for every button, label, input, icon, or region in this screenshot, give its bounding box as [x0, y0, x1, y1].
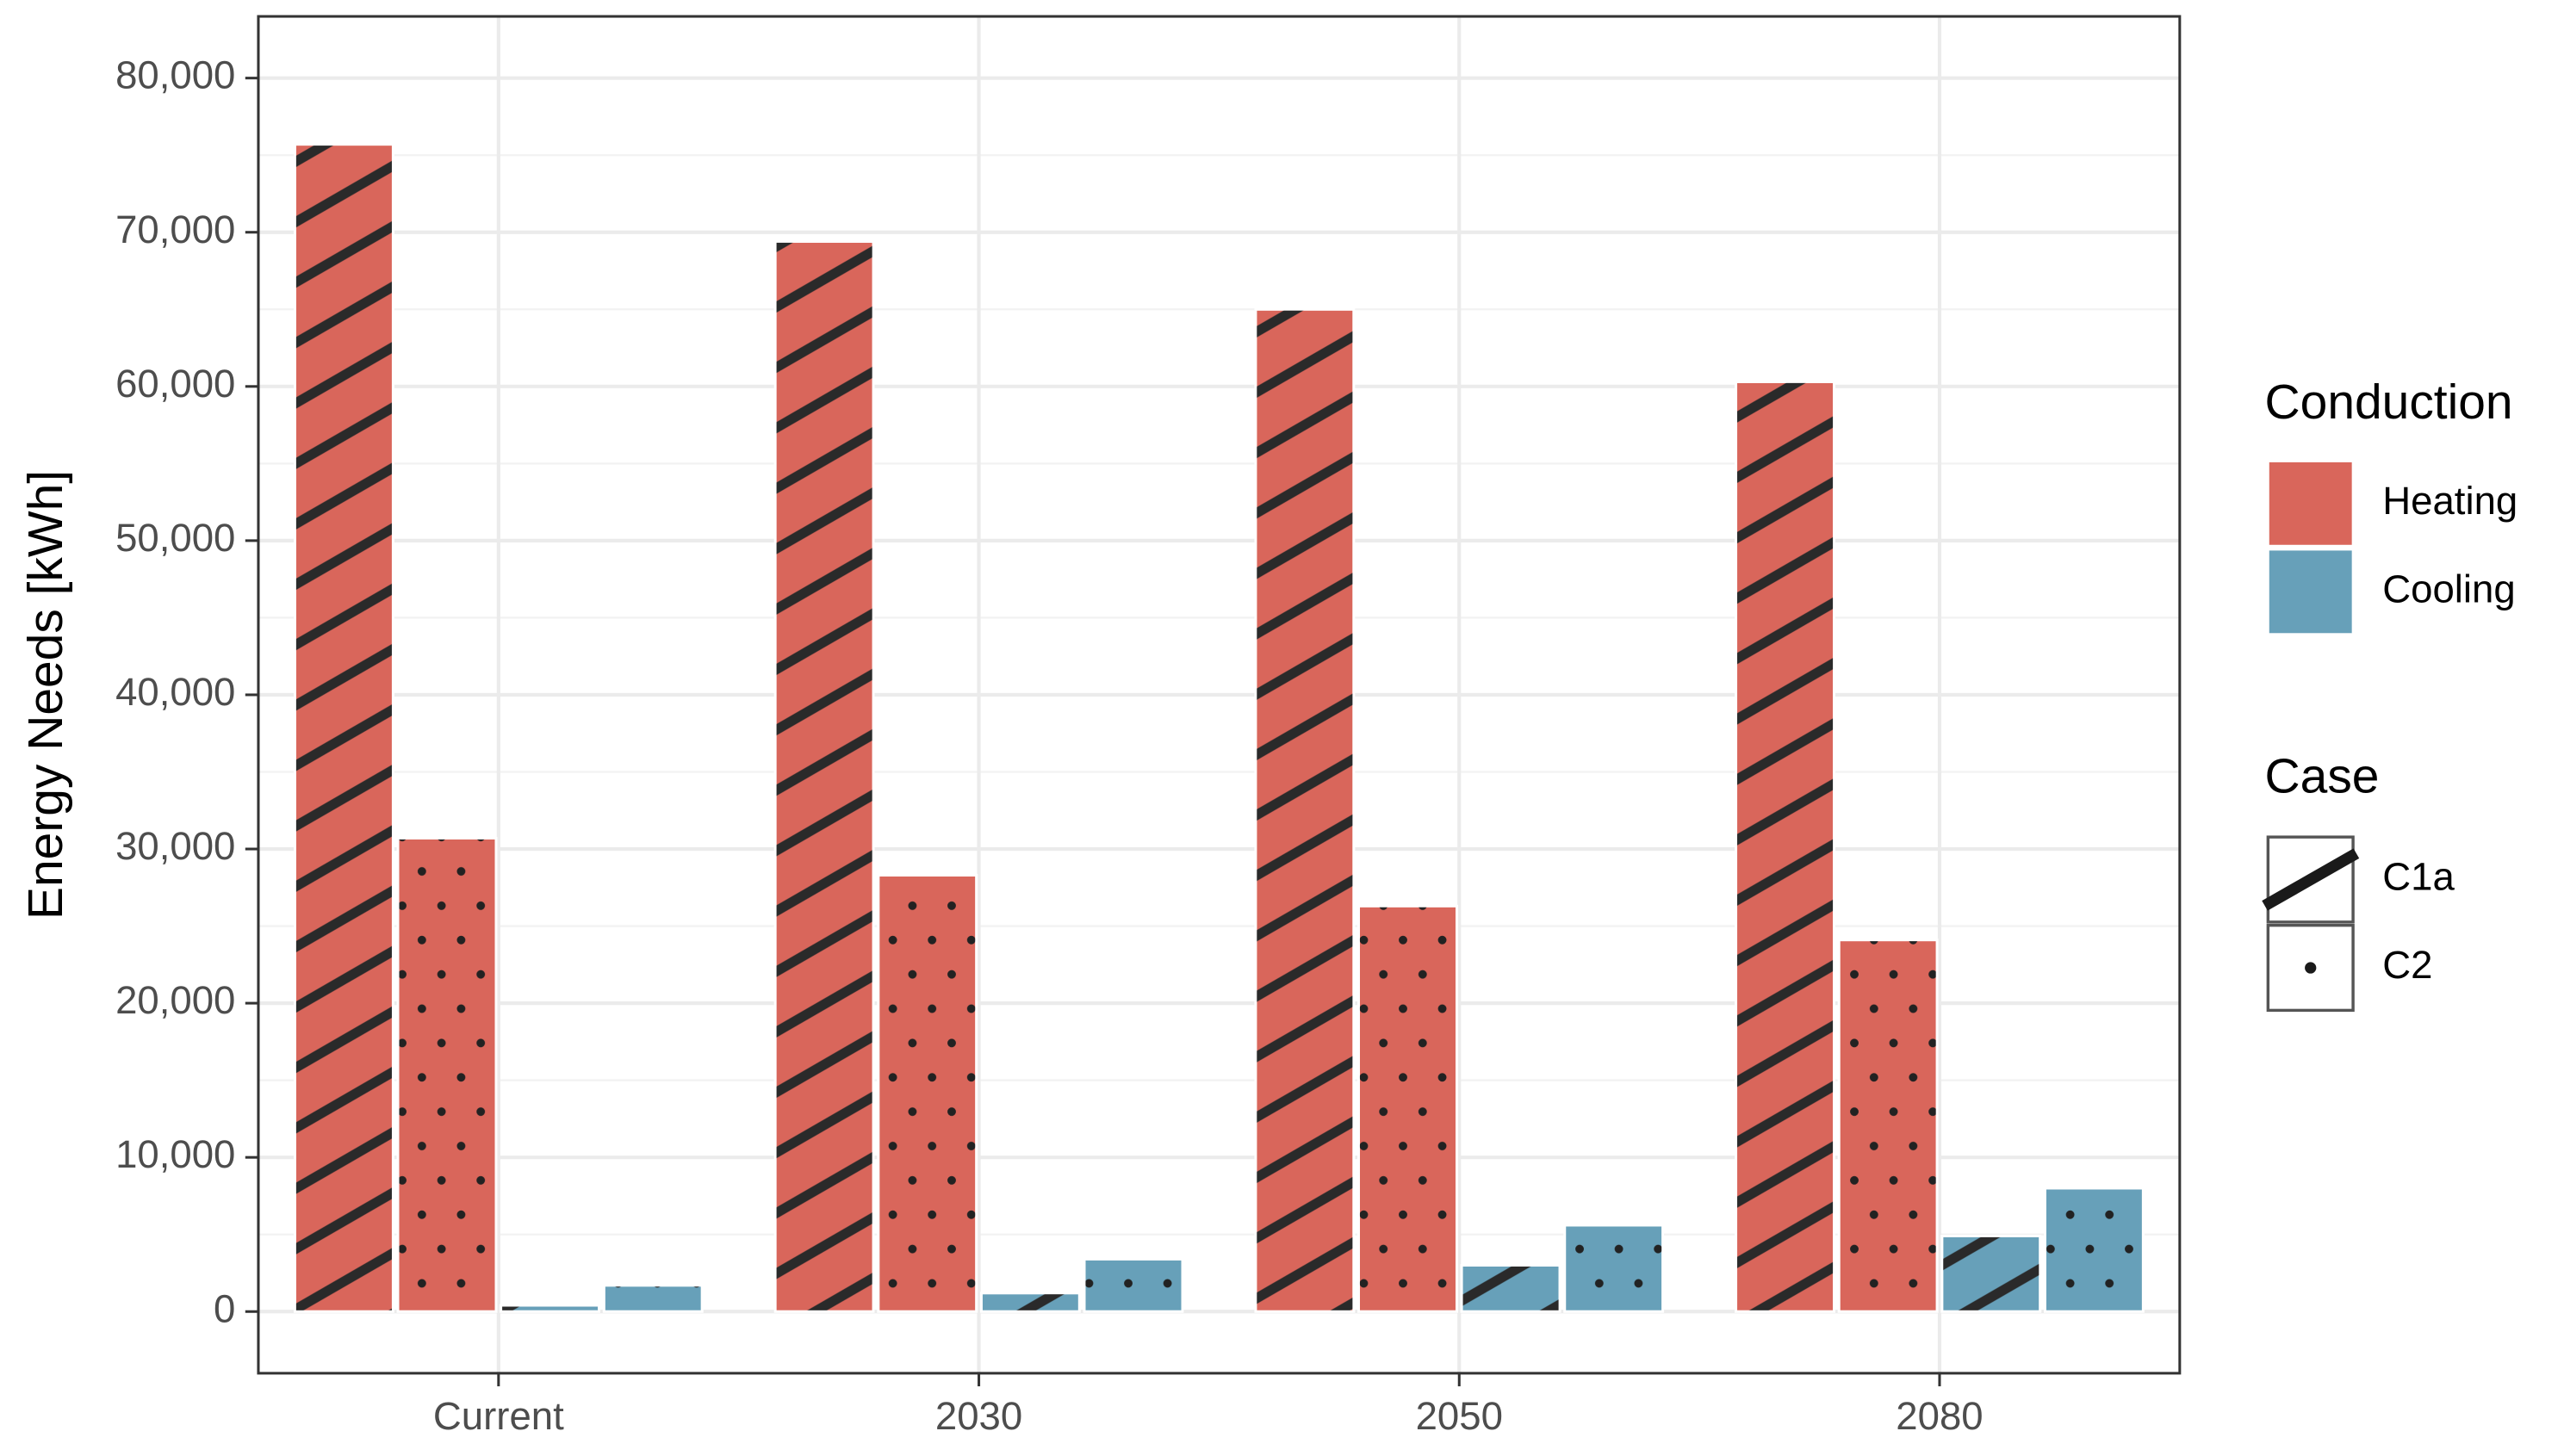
- bar-pattern: [602, 1284, 704, 1313]
- bar-pattern: [294, 143, 394, 1313]
- bar-pattern: [1460, 1264, 1561, 1313]
- bar-pattern: [2044, 1186, 2145, 1313]
- legend-label: C1a: [2382, 855, 2455, 899]
- y-axis-title: Energy Needs [kWh]: [18, 470, 73, 920]
- y-tick-label: 30,000: [115, 824, 235, 868]
- legend-dot: [2305, 962, 2317, 974]
- bar-pattern: [877, 874, 978, 1313]
- bar-pattern: [1254, 307, 1356, 1313]
- bar-pattern: [1357, 904, 1458, 1313]
- legend-title: Conduction: [2265, 375, 2513, 430]
- y-tick-label: 20,000: [115, 978, 235, 1022]
- bar-pattern: [1563, 1224, 1665, 1313]
- bar-pattern: [396, 837, 498, 1313]
- legend-key: [2266, 460, 2355, 548]
- legend-hatch: [2262, 848, 2360, 911]
- x-tick-label: Current: [433, 1394, 564, 1438]
- legend-key: [2266, 548, 2355, 636]
- legend-label: C2: [2382, 943, 2432, 987]
- y-tick-label: 70,000: [115, 208, 235, 251]
- legend-label: Heating: [2382, 479, 2517, 523]
- y-tick-label: 40,000: [115, 670, 235, 714]
- x-tick-label: 2030: [935, 1394, 1022, 1438]
- x-tick-label: 2050: [1416, 1394, 1503, 1438]
- bar-pattern: [773, 240, 875, 1313]
- legend-label: Cooling: [2382, 567, 2515, 610]
- y-tick-label: 50,000: [115, 516, 235, 560]
- bar-pattern: [1083, 1257, 1184, 1313]
- y-tick-label: 10,000: [115, 1132, 235, 1176]
- bar-pattern: [1735, 381, 1835, 1313]
- bar-pattern: [1837, 939, 1939, 1313]
- y-tick-label: 80,000: [115, 53, 235, 97]
- legend-title: Case: [2265, 749, 2380, 804]
- bar-pattern: [979, 1292, 1081, 1313]
- bar-pattern: [500, 1304, 601, 1313]
- y-tick-label: 0: [214, 1286, 235, 1330]
- bar-pattern: [1940, 1235, 2042, 1313]
- y-tick-label: 60,000: [115, 362, 235, 406]
- x-tick-label: 2080: [1896, 1394, 1983, 1438]
